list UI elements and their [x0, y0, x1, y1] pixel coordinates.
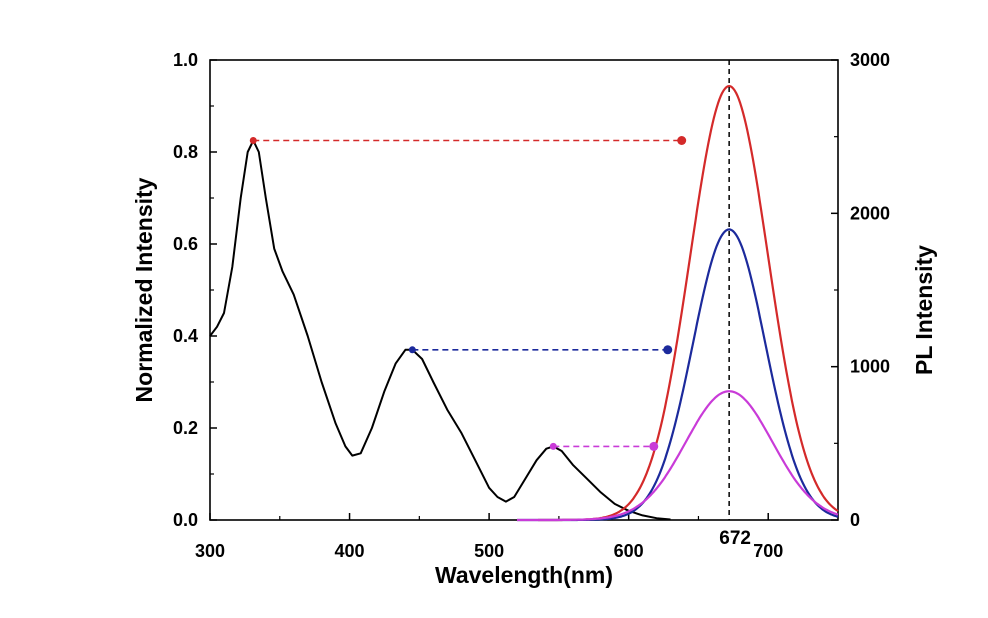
x-tick-label: 300 — [195, 541, 225, 561]
y-left-tick-label: 0.4 — [173, 326, 198, 346]
x-tick-label: 500 — [474, 541, 504, 561]
y-left-tick-label: 1.0 — [173, 50, 198, 70]
x-axis-title: Wavelength(nm) — [435, 562, 613, 588]
y-left-tick-label: 0.6 — [173, 234, 198, 254]
pl-series-line — [517, 390, 839, 522]
y-right-tick-label: 0 — [850, 510, 860, 530]
series — [209, 85, 839, 522]
tick-labels: 300 400 500 600 700 0.0 0.2 0.4 0.6 0.8 1.0 0 1000 20… — [173, 50, 890, 561]
ticks — [209, 59, 838, 521]
connector-start-dot — [249, 137, 257, 144]
absorption-line — [209, 139, 671, 521]
pl-series-line — [517, 228, 839, 522]
markers — [249, 136, 687, 451]
plot-frame — [209, 59, 839, 521]
y-left-axis-title: Normalized Intensity — [131, 177, 157, 402]
x-tick-label: 700 — [753, 541, 783, 561]
connectors — [253, 139, 682, 448]
y-right-tick-label: 1000 — [850, 357, 890, 377]
y-left-tick-label: 0.0 — [173, 510, 198, 530]
connector-end-dot — [663, 345, 673, 355]
y-left-tick-label: 0.8 — [173, 142, 198, 162]
y-left-tick-label: 0.2 — [173, 418, 198, 438]
connector-start-dot — [549, 442, 557, 450]
peak-label: 672 — [719, 528, 751, 549]
x-tick-label: 600 — [614, 541, 644, 561]
connector-end-dot — [677, 136, 687, 145]
y-right-axis-title: PL Intensity — [911, 245, 937, 375]
y-right-tick-label: 2000 — [850, 203, 890, 223]
y-right-tick-label: 3000 — [850, 50, 890, 70]
connector-end-dot — [649, 441, 659, 451]
x-tick-label: 400 — [335, 541, 365, 561]
connector-start-dot — [408, 346, 416, 354]
